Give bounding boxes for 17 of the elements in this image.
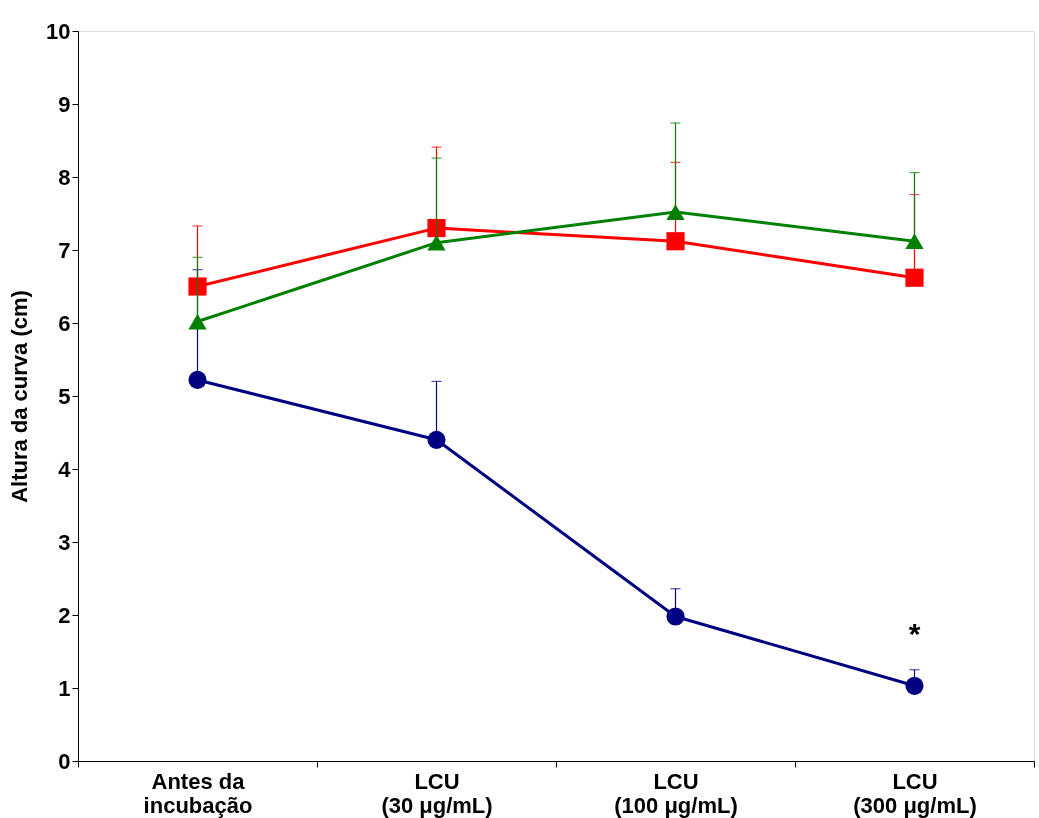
y-tick-label: 9	[58, 91, 71, 117]
annotation: *	[908, 616, 921, 650]
y-tick-label: 2	[58, 602, 71, 628]
y-tick-label: 7	[58, 237, 71, 263]
y-tick-label: 10	[46, 18, 71, 44]
y-tick-label: 6	[58, 310, 71, 336]
y-tick-label: 0	[58, 748, 71, 774]
y-tick-label: 4	[58, 456, 72, 482]
y-axis-title: Altura da curva (cm)	[7, 290, 33, 503]
x-tick-label: Antes da incubação	[143, 768, 253, 818]
y-tick-label: 3	[58, 529, 71, 555]
y-tick-label: 1	[58, 675, 71, 701]
y-tick-label: 5	[58, 383, 71, 409]
x-tick-label: LCU (100 μg/mL)	[614, 768, 738, 818]
y-tick-label: 8	[58, 164, 71, 190]
x-tick-label: LCU (300 μg/mL)	[853, 768, 977, 818]
x-tick-label: LCU (30 μg/mL)	[381, 768, 493, 818]
